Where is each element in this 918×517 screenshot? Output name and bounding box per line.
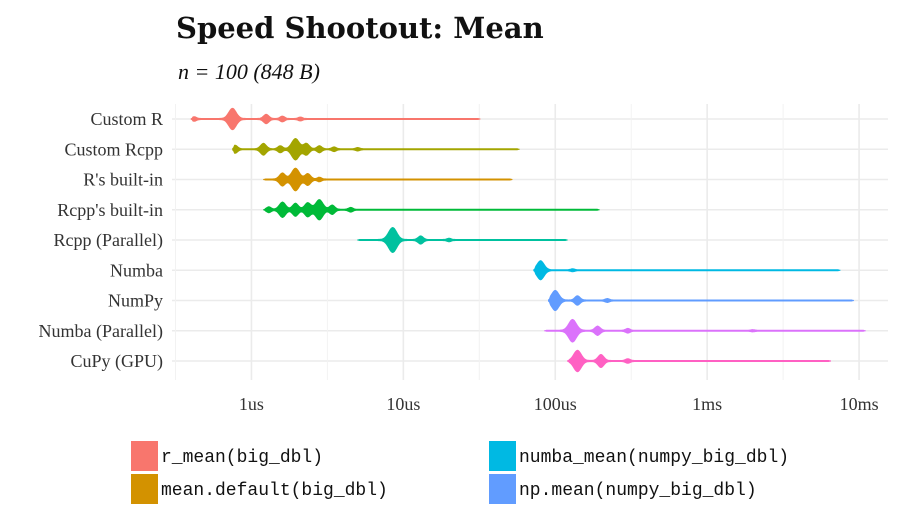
- violin-numba: [533, 260, 841, 281]
- violin-numba-parallel: [544, 318, 866, 343]
- y-tick-label: Numba (Parallel): [39, 321, 163, 342]
- violin-marks: [190, 107, 866, 373]
- legend-swatch: [489, 441, 516, 471]
- legend-swatch: [489, 474, 516, 504]
- legend-swatch: [131, 474, 158, 504]
- legend-swatch: [131, 441, 158, 471]
- x-tick-label: 1ms: [692, 394, 722, 414]
- y-tick-label: NumPy: [108, 291, 163, 311]
- legend-label: numba_mean(numpy_big_dbl): [519, 448, 789, 468]
- y-tick-label: Rcpp's built-in: [57, 200, 163, 220]
- x-axis-tick-labels: 1us 10us 100us 1ms 10ms: [239, 394, 879, 414]
- x-tick-label: 10us: [386, 394, 420, 414]
- legend-label: np.mean(numpy_big_dbl): [519, 481, 757, 501]
- violin-rcpp-s-built-in: [263, 199, 600, 221]
- chart-subtitle: n = 100 (848 B): [178, 59, 320, 84]
- violin-custom-r: [190, 107, 481, 131]
- violin-rcpp-parallel: [357, 226, 568, 254]
- y-tick-label: Numba: [110, 260, 163, 280]
- x-tick-label: 1us: [239, 394, 264, 414]
- violin-r-s-built-in: [263, 167, 513, 192]
- y-tick-label: R's built-in: [83, 170, 163, 190]
- legend-label: r_mean(big_dbl): [161, 448, 323, 468]
- x-tick-label: 100us: [534, 394, 577, 414]
- legend: r_mean(big_dbl) numba_mean(numpy_big_dbl)…: [131, 441, 789, 504]
- chart-title: Speed Shootout: Mean: [176, 11, 544, 45]
- violin-cupy-gpu: [567, 349, 831, 373]
- y-tick-label: CuPy (GPU): [70, 351, 163, 372]
- violin-numpy: [548, 289, 854, 312]
- y-tick-label: Custom R: [90, 109, 163, 129]
- x-tick-label: 10ms: [840, 394, 879, 414]
- legend-label: mean.default(big_dbl): [161, 481, 388, 501]
- violin-custom-rcpp: [232, 137, 520, 161]
- y-tick-label: Rcpp (Parallel): [54, 230, 163, 251]
- y-axis-labels: Custom R Custom Rcpp R's built-in Rcpp's bu…: [39, 109, 163, 372]
- y-tick-label: Custom Rcpp: [64, 139, 163, 159]
